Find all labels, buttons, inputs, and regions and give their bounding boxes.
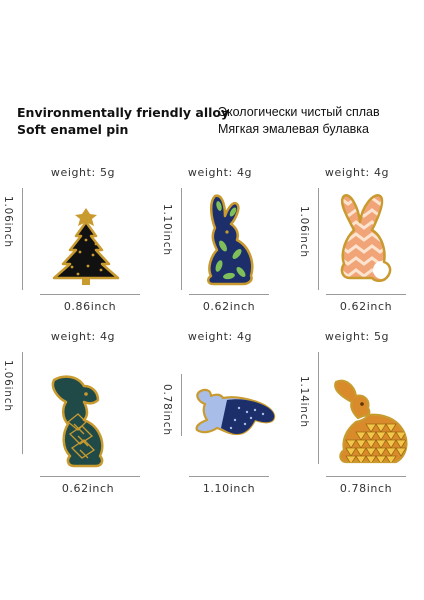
width-dimension-line [189, 294, 269, 295]
width-dimension-line [326, 476, 406, 477]
width-dimension-line [326, 294, 406, 295]
heading-russian-line-2: Мягкая эмалевая булавка [218, 122, 369, 136]
heading-english-line-2: Soft enamel pin [17, 122, 129, 137]
width-dimension-line [189, 476, 269, 477]
zigzag-rabbit-pin-icon [340, 194, 392, 282]
jumping-rabbit-pin-icon [195, 388, 276, 436]
leaf-rabbit-pin-icon [207, 194, 254, 286]
christmas-tree-pin-icon [52, 208, 120, 285]
height-dimension-line [318, 188, 319, 290]
height-dimension-line [22, 352, 23, 454]
pin-card-christmas-tree: weight: 5g 1.06inch 0.86inch [2, 166, 148, 316]
height-dimension-line [181, 374, 182, 436]
pin-card-jumping-rabbit: weight: 4g 0.78inch 1.10inch [155, 330, 285, 495]
pin-height-label: 1.06inch [2, 196, 14, 248]
pin-width-label: 0.62inch [202, 300, 256, 313]
pin-card-green-rabbit: weight: 4g 1.06inch 0.62inch [2, 330, 148, 495]
pin-card-triangle-rabbit: weight: 5g 1.14inch 0.78inch [292, 330, 422, 495]
height-dimension-line [22, 188, 23, 290]
pin-weight: weight: 4g [187, 166, 253, 179]
pin-height-label: 1.06inch [298, 206, 310, 258]
pin-weight: weight: 4g [50, 330, 116, 343]
width-dimension-line [40, 476, 140, 477]
pin-height-label: 1.06inch [2, 360, 14, 412]
pin-width-label: 0.86inch [63, 300, 117, 313]
pin-weight: weight: 5g [324, 330, 390, 343]
heading-english: Environmentally friendly alloy Soft enam… [17, 104, 229, 138]
green-rabbit-pin-icon [51, 375, 104, 468]
pin-width-label: 0.78inch [339, 482, 393, 495]
heading-russian: Экологически чистый сплав Мягкая эмалева… [218, 104, 380, 138]
triangle-rabbit-pin-icon [334, 379, 408, 464]
pin-card-zigzag-rabbit: weight: 4g 1.06inch 0.62inch [292, 166, 422, 316]
heading-russian-line-1: Экологически чистый сплав [218, 105, 380, 119]
pin-height-label: 1.14inch [298, 376, 310, 428]
pin-width-label: 0.62inch [61, 482, 115, 495]
pin-height-label: 0.78inch [161, 384, 173, 436]
pin-height-label: 1.10inch [161, 204, 173, 256]
pin-weight: weight: 5g [50, 166, 116, 179]
pin-weight: weight: 4g [324, 166, 390, 179]
pin-width-label: 0.62inch [339, 300, 393, 313]
pin-card-leaf-rabbit: weight: 4g 1.10inch 0.62inch [155, 166, 285, 316]
height-dimension-line [181, 188, 182, 290]
pin-weight: weight: 4g [187, 330, 253, 343]
pin-width-label: 1.10inch [202, 482, 256, 495]
height-dimension-line [318, 352, 319, 464]
heading-english-line-1: Environmentally friendly alloy [17, 105, 230, 120]
width-dimension-line [40, 294, 140, 295]
